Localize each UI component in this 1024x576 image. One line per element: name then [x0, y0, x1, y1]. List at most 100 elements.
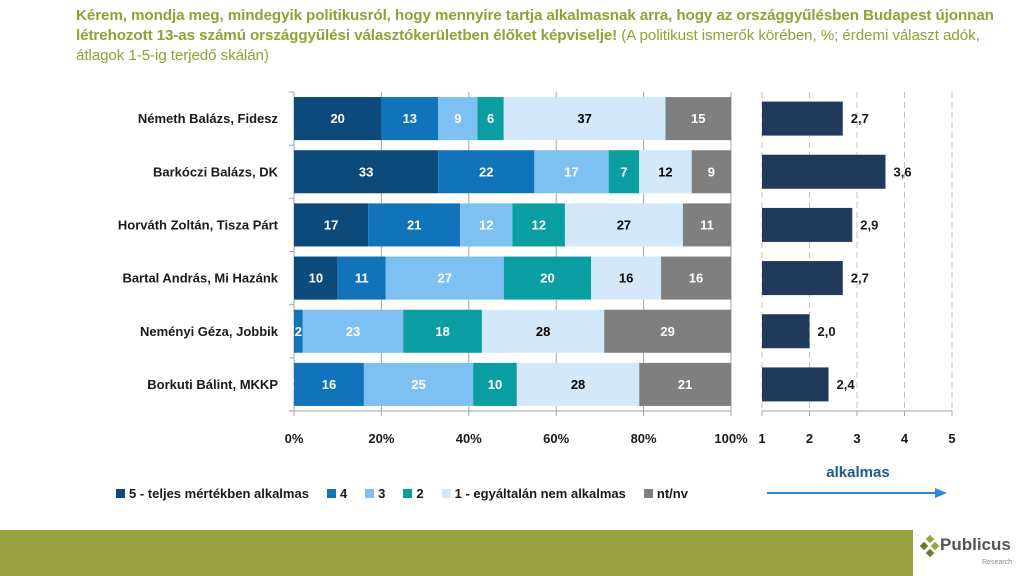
- publicus-logo: Publicus Research: [920, 535, 1020, 575]
- data-label: 22: [479, 164, 493, 179]
- data-label: 11: [700, 217, 714, 232]
- data-label: 16: [689, 271, 703, 286]
- bar-segment: [481, 309, 605, 353]
- logo-name: Publicus: [940, 535, 1011, 554]
- bar-segment: [381, 97, 439, 141]
- bar-segment: [294, 256, 338, 300]
- bar-segment: [682, 203, 731, 247]
- bar-segment: [516, 362, 640, 406]
- data-label: 2: [295, 324, 302, 339]
- arrow-label: alkalmas: [826, 464, 890, 481]
- data-label: 7: [620, 164, 627, 179]
- data-label: 13: [403, 111, 417, 126]
- data-label: 16: [322, 377, 336, 392]
- category-label: Barkóczi Balázs, DK: [153, 164, 279, 179]
- bar-segment: [438, 150, 535, 194]
- footer-band: [0, 530, 913, 576]
- logo-diamond-icon: [920, 535, 940, 558]
- data-label: 27: [438, 271, 452, 286]
- category-label: Németh Balázs, Fidesz: [138, 111, 279, 126]
- legend-swatch: [116, 489, 125, 498]
- data-label: 9: [454, 111, 461, 126]
- data-label: 21: [678, 377, 692, 392]
- legend-swatch: [441, 489, 451, 498]
- category-label: Bartal András, Mi Hazánk: [122, 271, 278, 286]
- data-label: 15: [691, 111, 705, 126]
- category-label: Neményi Géza, Jobbik: [140, 324, 279, 339]
- data-label: 18: [435, 324, 449, 339]
- bar-segment: [294, 309, 303, 353]
- data-label: 23: [346, 324, 360, 339]
- data-label: 21: [407, 217, 421, 232]
- bar-segment: [403, 309, 482, 353]
- data-label: 20: [330, 111, 344, 126]
- data-label: 12: [531, 217, 545, 232]
- bar-segment: [368, 203, 461, 247]
- bar-segment: [608, 150, 640, 194]
- data-label: 27: [617, 217, 631, 232]
- legend-label: 3: [378, 486, 386, 501]
- bar-segment: [591, 256, 662, 300]
- data-label: 28: [536, 324, 550, 339]
- x-tick-label: 80%: [631, 431, 657, 446]
- title-question: Kérem, mondja meg, mindegyik politikusró…: [76, 7, 994, 44]
- legend-swatch: [643, 489, 653, 498]
- bar-segment: [363, 362, 474, 406]
- data-label: 12: [479, 217, 493, 232]
- bar-segment: [460, 203, 513, 247]
- bar-segment: [477, 97, 504, 141]
- bar-segment: [294, 97, 382, 141]
- legend-swatch: [403, 489, 413, 498]
- bar-segment: [534, 150, 609, 194]
- bar-segment: [473, 362, 517, 406]
- bar-segment: [294, 150, 439, 194]
- bar-segment: [385, 256, 504, 300]
- logo-sub: Research: [982, 559, 1012, 566]
- data-label: 12: [658, 164, 672, 179]
- bar-segment: [691, 150, 731, 194]
- bar-segment: [503, 97, 666, 141]
- data-label: 10: [488, 377, 502, 392]
- data-label: 17: [564, 164, 578, 179]
- bar-segment: [294, 203, 369, 247]
- data-label: 6: [487, 111, 494, 126]
- stacked-bar-chart: 0% 20% 40% 60% 80% 100% Németh Balázs, Fidesz 2…: [118, 91, 748, 446]
- arrow-right-icon: [767, 488, 947, 498]
- x-tick-label: 60%: [543, 431, 569, 446]
- data-label: 25: [411, 377, 425, 392]
- legend-label: 1 - egyáltalán nem alkalmas: [454, 486, 626, 501]
- legend-item: nt/nv: [643, 486, 688, 501]
- bar-segment: [604, 309, 731, 353]
- chart-legend: 5 - teljes mértékben alkalmas 4 3 2 1 - egyá…: [116, 486, 706, 501]
- x-tick-label: 40%: [456, 431, 482, 446]
- chart-title: Kérem, mondja meg, mindegyik politikusró…: [76, 6, 1016, 66]
- data-label: 11: [355, 271, 369, 286]
- legend-swatch: [326, 489, 336, 498]
- data-label: 9: [708, 164, 715, 179]
- data-label: 20: [540, 271, 554, 286]
- bar-segment: [665, 97, 731, 141]
- bar-segment: [639, 362, 731, 406]
- bar-segment: [438, 97, 478, 141]
- legend-label: 2: [416, 486, 424, 501]
- bar-segment: [337, 256, 386, 300]
- legend-label: nt/nv: [656, 486, 688, 501]
- data-label: 29: [660, 324, 674, 339]
- legend-label: 4: [339, 486, 348, 501]
- legend-item: 4: [326, 486, 348, 501]
- data-label: 33: [359, 164, 373, 179]
- bar-segment: [512, 203, 565, 247]
- bar-segment: [294, 362, 364, 406]
- x-tick-label: 0%: [285, 431, 304, 446]
- bar-segment: [503, 256, 592, 300]
- x-tick-label: 100%: [714, 431, 748, 446]
- bar-segment: [661, 256, 731, 300]
- data-label: 37: [577, 111, 591, 126]
- legend-swatch: [365, 489, 375, 498]
- legend-label: 5 - teljes mértékben alkalmas: [129, 486, 309, 501]
- legend-item: 5 - teljes mértékben alkalmas: [116, 486, 309, 501]
- bar-segment: [639, 150, 692, 194]
- x-tick-label: 20%: [368, 431, 394, 446]
- data-label: 17: [324, 217, 338, 232]
- legend-item: 1 - egyáltalán nem alkalmas: [441, 486, 626, 501]
